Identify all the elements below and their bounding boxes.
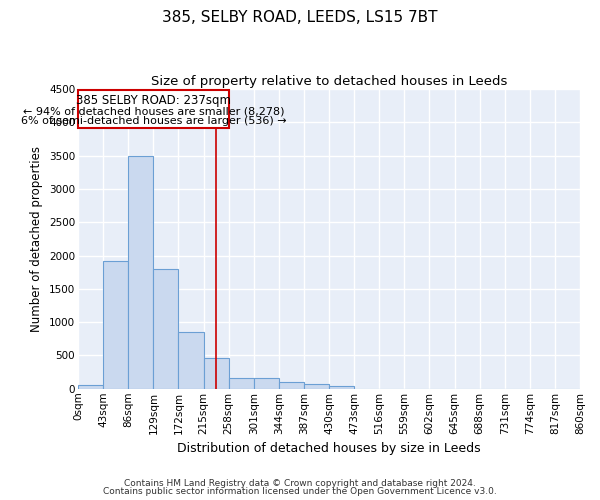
Text: Contains public sector information licensed under the Open Government Licence v3: Contains public sector information licen… — [103, 487, 497, 496]
X-axis label: Distribution of detached houses by size in Leeds: Distribution of detached houses by size … — [177, 442, 481, 455]
Bar — [103, 261, 128, 389]
Bar — [128, 156, 154, 389]
Bar — [229, 378, 254, 389]
Bar — [254, 378, 279, 389]
Text: Contains HM Land Registry data © Crown copyright and database right 2024.: Contains HM Land Registry data © Crown c… — [124, 478, 476, 488]
Title: Size of property relative to detached houses in Leeds: Size of property relative to detached ho… — [151, 75, 507, 88]
FancyBboxPatch shape — [78, 90, 229, 128]
Bar — [279, 382, 304, 389]
Bar — [203, 358, 229, 389]
Bar — [78, 386, 103, 389]
Bar — [178, 332, 203, 389]
Text: 6% of semi-detached houses are larger (536) →: 6% of semi-detached houses are larger (5… — [20, 116, 286, 126]
Bar — [329, 386, 354, 389]
Text: 385 SELBY ROAD: 237sqm: 385 SELBY ROAD: 237sqm — [76, 94, 231, 107]
Text: ← 94% of detached houses are smaller (8,278): ← 94% of detached houses are smaller (8,… — [23, 106, 284, 117]
Y-axis label: Number of detached properties: Number of detached properties — [31, 146, 43, 332]
Bar — [154, 269, 178, 389]
Bar — [304, 384, 329, 389]
Text: 385, SELBY ROAD, LEEDS, LS15 7BT: 385, SELBY ROAD, LEEDS, LS15 7BT — [162, 10, 438, 25]
